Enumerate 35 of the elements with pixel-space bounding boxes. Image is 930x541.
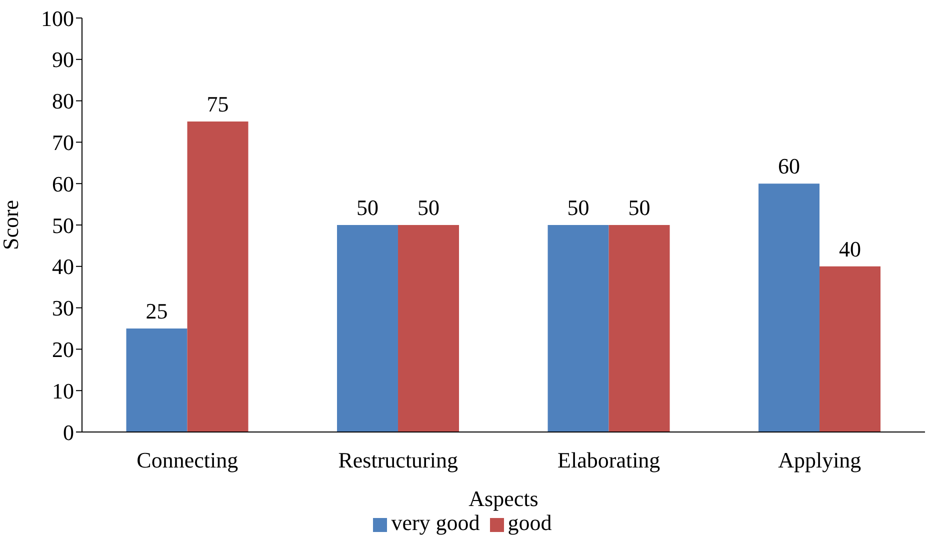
data-label: 75: [206, 92, 229, 116]
x-tick-label: Connecting: [136, 448, 238, 473]
x-tick-label: Applying: [778, 448, 862, 473]
y-tick-label: 100: [41, 6, 74, 31]
data-label: 50: [567, 195, 590, 220]
x-axis-title: Aspects: [468, 486, 538, 511]
bar: [608, 225, 670, 432]
bar: [187, 122, 248, 432]
y-tick-label: 40: [52, 254, 74, 280]
data-label: 60: [778, 154, 800, 179]
y-tick-label: 30: [52, 296, 74, 321]
legend-label: good: [508, 510, 552, 535]
y-tick-label: 10: [52, 378, 74, 404]
bar: [337, 225, 398, 432]
y-tick-label: 50: [52, 212, 74, 238]
x-tick-label: Elaborating: [558, 448, 660, 473]
data-label: 40: [839, 236, 862, 262]
data-label: 50: [356, 195, 379, 220]
bar: [758, 184, 820, 432]
bar: [548, 225, 609, 432]
y-axis-title: Score: [0, 200, 23, 250]
bar: [398, 225, 460, 432]
x-tick-label: Restructuring: [338, 448, 458, 473]
y-tick-label: 90: [52, 47, 74, 72]
data-label: 50: [628, 195, 650, 220]
y-tick-label: 70: [52, 130, 74, 156]
bar: [820, 266, 881, 432]
y-tick-label: 0: [63, 420, 74, 445]
bar: [126, 328, 188, 432]
legend-label: very good: [391, 510, 480, 535]
data-label: 25: [146, 298, 168, 324]
y-tick-label: 60: [52, 171, 74, 196]
y-tick-label: 20: [52, 337, 74, 362]
data-label: 50: [418, 195, 440, 220]
y-tick-label: 80: [52, 88, 74, 114]
